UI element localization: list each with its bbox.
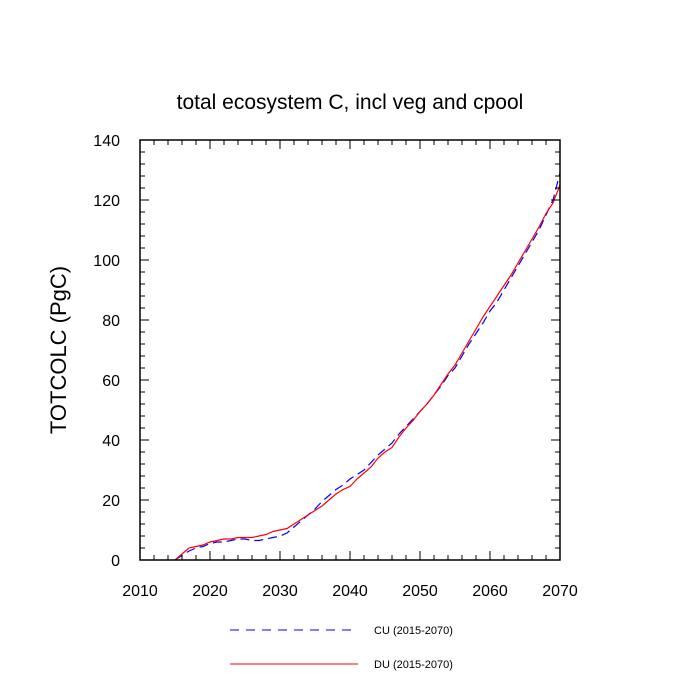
x-tick-label: 2060 <box>472 583 508 600</box>
x-tick-label: 2020 <box>192 583 228 600</box>
plot-lines <box>174 172 561 561</box>
x-tick-labels: 2010 2020 2030 2040 2050 2060 2070 <box>122 583 578 600</box>
axis-ticks <box>139 139 561 561</box>
chart-title: total ecosystem C, incl veg and cpool <box>177 91 524 114</box>
legend-label-cu: CU (2015-2070) <box>374 625 453 637</box>
y-tick-label: 60 <box>102 373 120 390</box>
y-tick-label: 80 <box>102 313 120 330</box>
series-line-cu <box>174 172 561 561</box>
legend: CU (2015-2070) DU (2015-2070) <box>230 625 453 671</box>
legend-label-du: DU (2015-2070) <box>374 659 453 671</box>
x-tick-label: 2050 <box>402 583 438 600</box>
y-tick-labels: 0 20 40 60 80 100 120 140 <box>93 133 120 570</box>
y-tick-label: 40 <box>102 433 120 450</box>
y-tick-label: 0 <box>111 553 120 570</box>
y-tick-label: 140 <box>93 133 120 150</box>
y-tick-label: 120 <box>93 193 120 210</box>
y-tick-label: 20 <box>102 493 120 510</box>
x-tick-label: 2070 <box>542 583 578 600</box>
x-tick-label: 2030 <box>262 583 298 600</box>
x-tick-label: 2040 <box>332 583 368 600</box>
plot-frame <box>139 139 561 561</box>
x-tick-label: 2010 <box>122 583 158 600</box>
y-tick-label: 100 <box>93 253 120 270</box>
y-axis-label: TOTCOLC (PgC) <box>46 266 71 434</box>
series-line-du <box>174 184 561 561</box>
